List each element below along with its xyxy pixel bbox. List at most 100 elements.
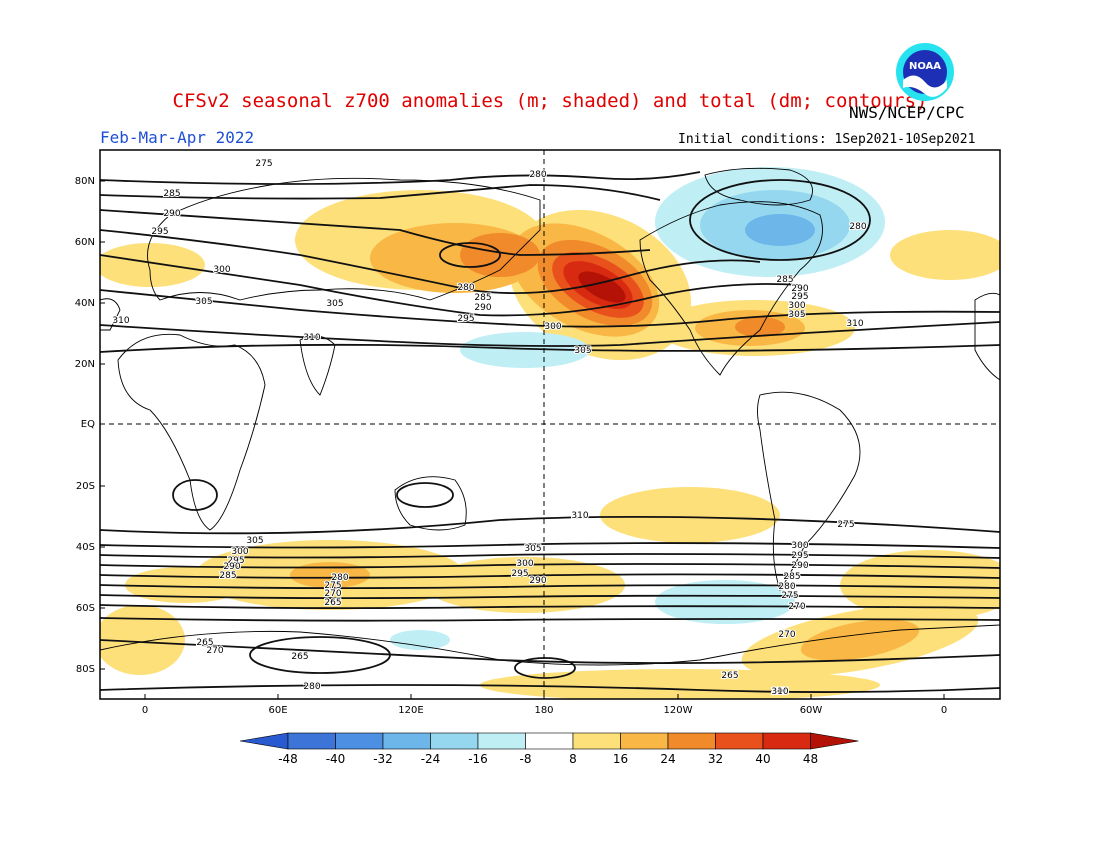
colorbar-swatch bbox=[287, 732, 336, 750]
contour-label: 275 bbox=[837, 520, 854, 530]
latitude-label: 80S bbox=[76, 664, 95, 675]
contour-label: 305 bbox=[246, 536, 263, 546]
anomaly-region bbox=[578, 271, 626, 303]
colorbar-swatch bbox=[572, 732, 621, 750]
latitude-axis: 80N 60N 40N 20N EQ 20S 40S 60S 80S bbox=[75, 176, 105, 675]
coastline-india bbox=[299, 335, 336, 396]
longitude-axis: 0 60E 120E 180 120W 60W 0 bbox=[142, 694, 947, 716]
contour-300 bbox=[100, 254, 801, 317]
colorbar-swatch bbox=[715, 732, 764, 750]
contour-265-sh bbox=[100, 639, 1000, 664]
contour-label: 290 bbox=[223, 562, 240, 572]
contour-label: 310 bbox=[771, 687, 788, 697]
contour-closed-australia bbox=[396, 482, 454, 508]
colorbar-arrow-left bbox=[239, 732, 289, 750]
contour-label: 295 bbox=[511, 569, 528, 579]
contour-label: 290 bbox=[791, 561, 808, 571]
contour-label: 270 bbox=[324, 589, 341, 599]
anomaly-region bbox=[890, 230, 1000, 280]
longitude-label: 120E bbox=[398, 705, 423, 716]
height-contours bbox=[100, 171, 1000, 693]
latitude-label: 80N bbox=[75, 176, 95, 187]
colorbar-swatch bbox=[382, 732, 431, 750]
contour-label: 310 bbox=[303, 333, 320, 343]
contour-label: 285 bbox=[474, 293, 491, 303]
colorbar-swatch bbox=[477, 732, 526, 750]
coastline-greenland bbox=[704, 167, 813, 206]
colorbar-tick-label: 8 bbox=[569, 752, 577, 766]
contour-label: 265 bbox=[196, 638, 213, 648]
contour-305-sh bbox=[100, 542, 1000, 549]
contour-label: 295 bbox=[151, 227, 168, 237]
contour-305 bbox=[100, 289, 1000, 328]
anomaly-region bbox=[100, 605, 185, 675]
contour-265-closed bbox=[249, 636, 391, 674]
contour-label: 265 bbox=[721, 671, 738, 681]
anomaly-region bbox=[735, 317, 785, 337]
anomaly-region bbox=[100, 243, 205, 287]
forecast-period: Feb-Mar-Apr 2022 bbox=[100, 128, 255, 147]
latitude-label: EQ bbox=[81, 419, 95, 430]
contour-285-sh bbox=[100, 584, 1000, 590]
contour-labels: 2802852902953003053102752802852902953003… bbox=[111, 158, 867, 698]
contour-label: 295 bbox=[227, 556, 244, 566]
anomaly-region bbox=[425, 557, 625, 613]
latitude-label: 40S bbox=[76, 542, 95, 553]
contour-label: 280 bbox=[457, 283, 474, 293]
contour-label: 300 bbox=[791, 541, 808, 551]
colorbar-arrow-right bbox=[810, 732, 859, 750]
contour-label: 295 bbox=[457, 314, 474, 324]
contour-label: 305 bbox=[195, 297, 212, 307]
latitude-label: 20N bbox=[75, 359, 95, 370]
colorbar-tick-label: 48 bbox=[803, 752, 818, 766]
contour-label: 275 bbox=[781, 591, 798, 601]
colorbar-swatch bbox=[620, 732, 669, 750]
colorbar-swatch bbox=[335, 732, 384, 750]
contour-label: 280 bbox=[303, 682, 320, 692]
chart-title: CFSv2 seasonal z700 anomalies (m; shaded… bbox=[172, 90, 928, 112]
contour-310-south bbox=[100, 343, 1000, 353]
contour-label: 270 bbox=[788, 602, 805, 612]
anomaly-region bbox=[800, 619, 920, 661]
noaa-logo: NOAA bbox=[896, 43, 954, 101]
contour-closed-africa bbox=[172, 479, 218, 511]
contour-310-sh bbox=[100, 515, 1000, 535]
contour-label: 275 bbox=[255, 159, 272, 169]
contour-label: 280 bbox=[529, 170, 546, 180]
contour-label: 290 bbox=[474, 303, 491, 313]
colorbar-tick-label: -40 bbox=[326, 752, 346, 766]
colorbar-tick-label: 40 bbox=[755, 752, 770, 766]
contour-closed-low bbox=[439, 242, 501, 268]
map-field: 2802852902953003053102752802852902953003… bbox=[100, 150, 1000, 699]
contour-label: 270 bbox=[771, 687, 788, 697]
contour-label: 300 bbox=[788, 301, 805, 311]
contour-290-sh bbox=[100, 573, 1000, 579]
colorbar-tick-label: -24 bbox=[421, 752, 441, 766]
longitude-label: 60W bbox=[800, 705, 823, 716]
contour-label: 270 bbox=[778, 630, 795, 640]
contour-label: 265 bbox=[324, 598, 341, 608]
contour-label: 275 bbox=[324, 581, 341, 591]
anomaly-region bbox=[745, 214, 815, 246]
contour-label: 305 bbox=[771, 687, 788, 697]
contour-label: 300 bbox=[516, 559, 533, 569]
contour-label: 300 bbox=[231, 547, 248, 557]
noaa-logo-text: NOAA bbox=[909, 61, 941, 72]
anomaly-region bbox=[390, 630, 450, 650]
longitude-label: 0 bbox=[941, 705, 947, 716]
initial-conditions: Initial conditions: 1Sep2021-10Sep2021 bbox=[678, 132, 976, 147]
contour-label: 285 bbox=[776, 275, 793, 285]
colorbar-swatch bbox=[667, 732, 716, 750]
contour-310 bbox=[100, 321, 1000, 347]
colorbar-tick-label: -8 bbox=[520, 752, 532, 766]
colorbar-ticks: -48 -40 -32 -24 -16 -8 8 16 24 32 40 48 bbox=[278, 752, 818, 766]
contour-label: 285 bbox=[783, 572, 800, 582]
contour-label: 305 bbox=[524, 544, 541, 554]
colorbar-swatch bbox=[762, 732, 811, 750]
contour-275-sh bbox=[100, 604, 1000, 610]
anomaly-region bbox=[655, 580, 795, 624]
contour-label: 290 bbox=[791, 284, 808, 294]
colorbar-tick-label: -32 bbox=[373, 752, 393, 766]
positive-anomaly-shading bbox=[100, 190, 1000, 699]
